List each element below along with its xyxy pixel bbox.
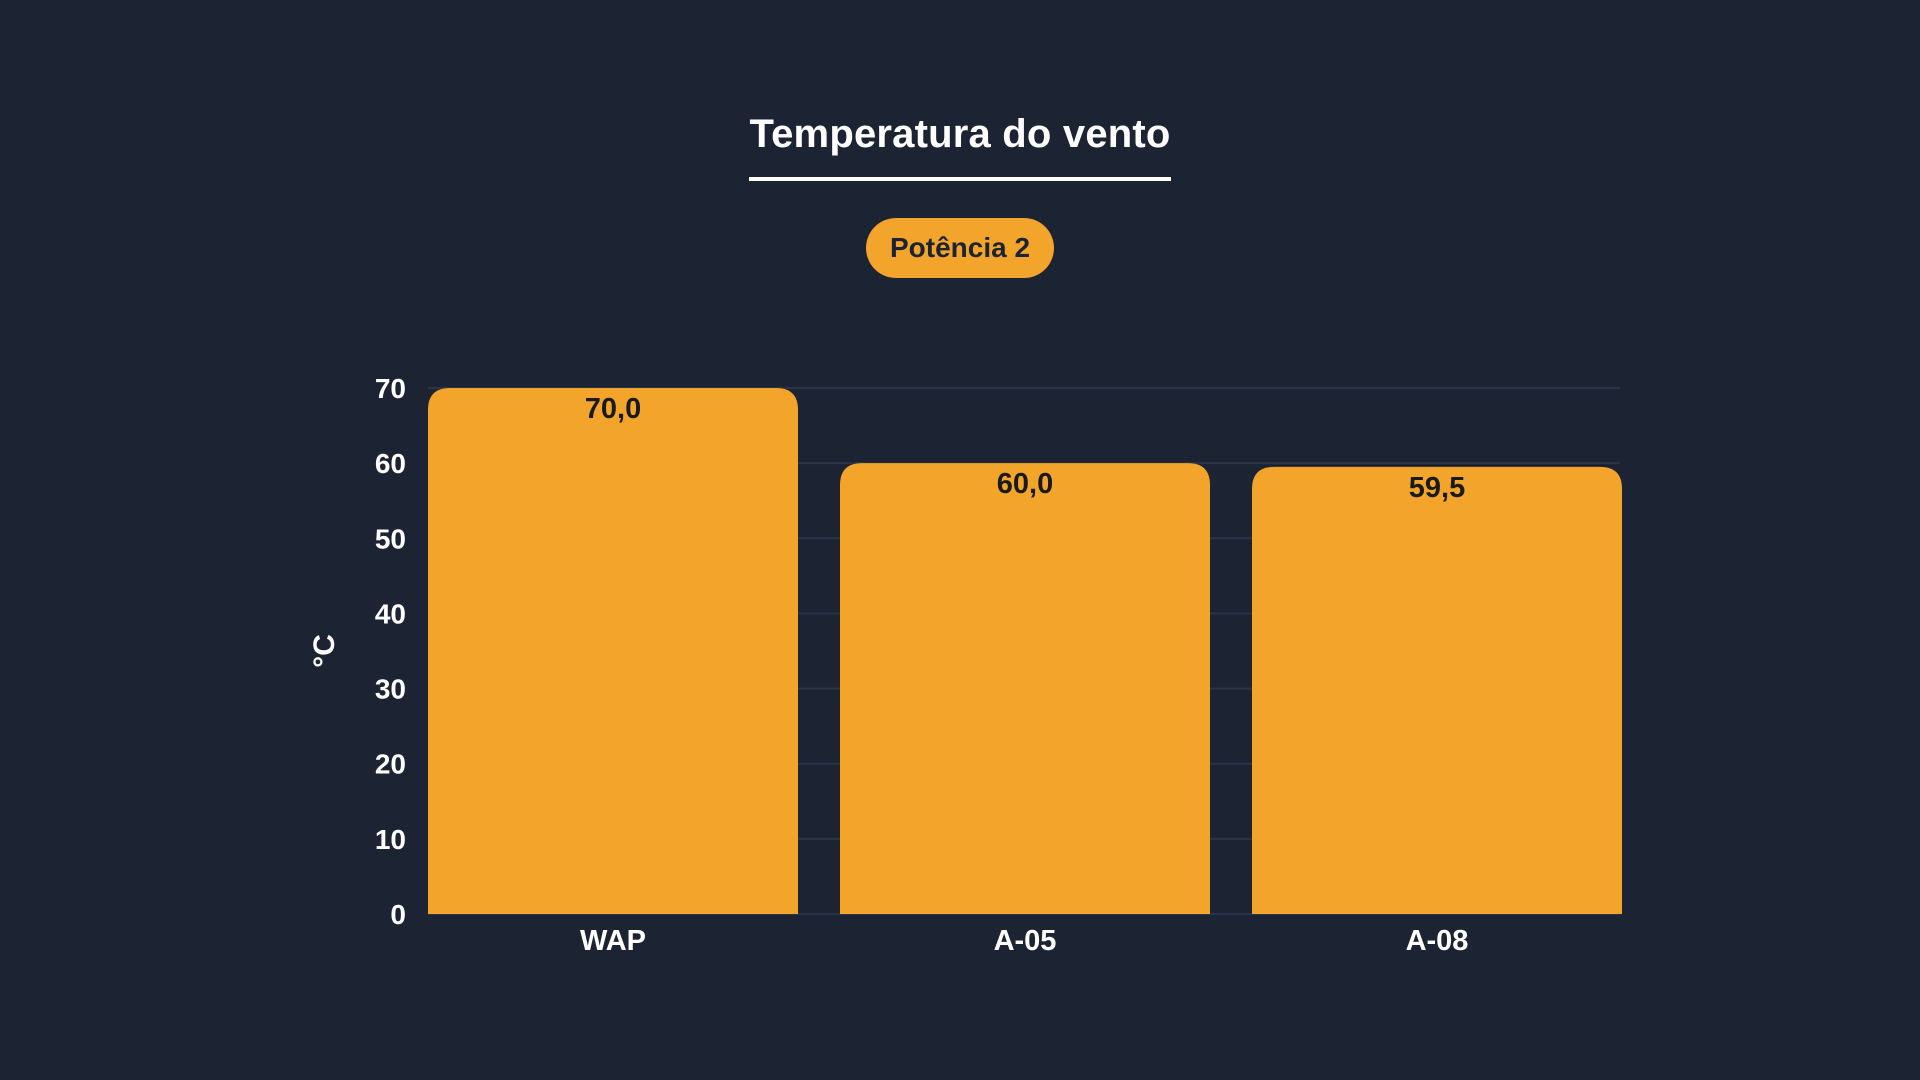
y-tick-label: 60 [375, 448, 406, 479]
power-badge: Potência 2 [865, 218, 1055, 278]
value-label: 70,0 [585, 393, 641, 425]
y-tick-label: 30 [375, 674, 406, 705]
y-tick-label: 20 [375, 749, 406, 780]
value-label: 59,5 [1409, 472, 1465, 504]
labels: 0 10 20 30 40 50 60 70 70,0 WAP 60,0 A-05 59,5 A-08 [375, 373, 1469, 957]
x-tick-label: A-05 [994, 925, 1057, 957]
chart-title: Temperatura do vento [749, 112, 1171, 181]
value-label: 60,0 [997, 468, 1053, 500]
x-tick-label: A-08 [1406, 925, 1469, 957]
bars [428, 388, 1622, 914]
bar-a-05 [840, 463, 1210, 914]
y-tick-label: 40 [375, 598, 406, 629]
y-tick-label: 50 [375, 523, 406, 554]
bar-a-08 [1252, 466, 1622, 914]
y-tick-label: 10 [375, 824, 406, 855]
y-tick-label: 0 [390, 899, 406, 930]
y-tick-label: 70 [375, 373, 406, 404]
bar-wap [428, 388, 798, 914]
x-tick-label: WAP [580, 925, 646, 957]
y-axis-title: °C [308, 634, 341, 668]
